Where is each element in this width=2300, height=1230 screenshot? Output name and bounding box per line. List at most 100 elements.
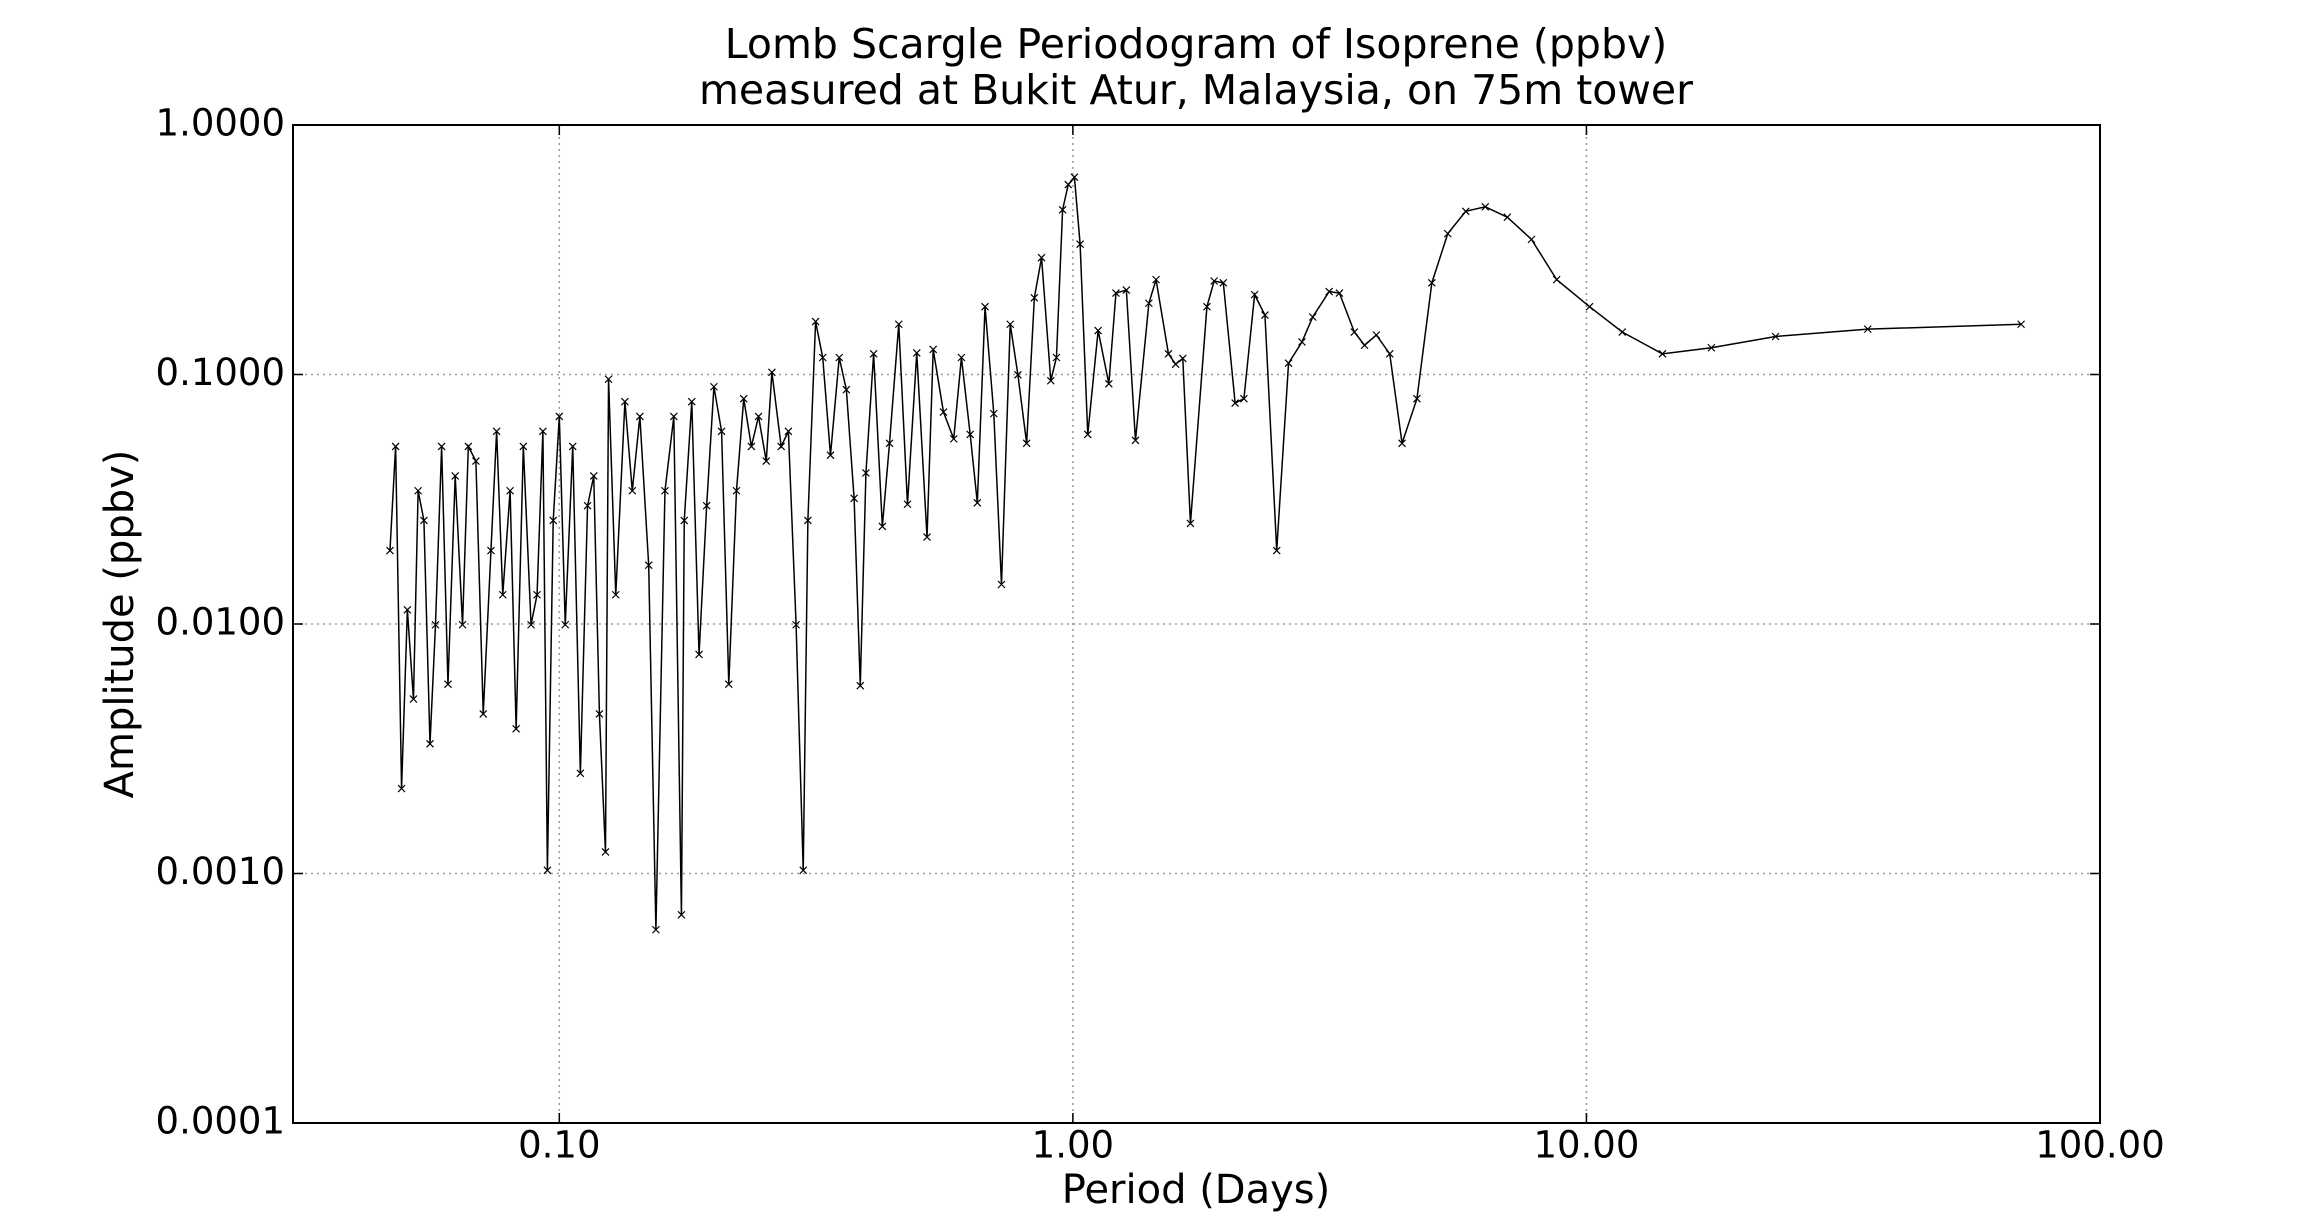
data-marker bbox=[850, 494, 859, 503]
data-marker bbox=[1058, 205, 1067, 214]
data-marker bbox=[1152, 275, 1160, 284]
data-marker bbox=[1481, 202, 1490, 211]
data-marker bbox=[414, 486, 423, 495]
data-marker bbox=[464, 442, 473, 451]
data-marker bbox=[1112, 289, 1120, 298]
data-marker bbox=[1239, 394, 1248, 403]
data-marker bbox=[949, 434, 958, 443]
data-marker bbox=[1350, 328, 1359, 336]
data-marker bbox=[826, 451, 835, 460]
data-marker bbox=[754, 412, 763, 421]
y-tick-label: 0.0100 bbox=[156, 601, 285, 644]
data-marker bbox=[803, 516, 812, 525]
data-marker bbox=[1094, 326, 1103, 335]
data-marker bbox=[543, 866, 552, 875]
data-marker bbox=[1219, 278, 1228, 287]
y-tick-label: 0.1000 bbox=[156, 351, 285, 394]
data-marker bbox=[604, 375, 613, 384]
data-marker bbox=[1585, 302, 1594, 311]
data-marker bbox=[595, 710, 604, 718]
data-marker bbox=[709, 382, 718, 391]
data-marker bbox=[1104, 379, 1113, 388]
data-marker bbox=[589, 472, 598, 480]
data-marker bbox=[957, 353, 966, 362]
x-tick-label: 1.00 bbox=[1032, 1124, 1114, 1167]
y-axis-label: Amplitude (ppbv) bbox=[97, 450, 143, 799]
data-marker bbox=[527, 620, 535, 629]
data-marker bbox=[549, 516, 558, 525]
data-marker bbox=[555, 412, 564, 421]
y-tick-label: 0.0001 bbox=[156, 1100, 285, 1143]
data-marker bbox=[1186, 519, 1195, 528]
data-marker bbox=[724, 680, 733, 689]
data-marker bbox=[1210, 277, 1219, 285]
data-marker bbox=[458, 620, 467, 629]
data-marker bbox=[1250, 290, 1259, 299]
data-marker bbox=[811, 317, 820, 326]
data-marker bbox=[835, 353, 844, 362]
data-marker bbox=[695, 650, 703, 659]
data-marker bbox=[576, 769, 585, 778]
data-marker bbox=[1171, 360, 1180, 369]
data-marker bbox=[878, 522, 887, 531]
data-marker bbox=[687, 397, 696, 406]
data-marker bbox=[561, 620, 570, 629]
data-marker bbox=[538, 427, 547, 436]
data-marker bbox=[799, 866, 808, 875]
y-tick-label: 0.0010 bbox=[156, 850, 285, 893]
data-marker bbox=[1863, 325, 1872, 334]
data-marker bbox=[767, 368, 776, 377]
data-marker bbox=[2017, 320, 2026, 329]
data-marker bbox=[403, 605, 412, 614]
data-marker bbox=[1325, 287, 1334, 296]
data-marker bbox=[479, 710, 488, 718]
data-marker bbox=[912, 349, 921, 357]
data-marker bbox=[519, 442, 528, 451]
data-marker bbox=[1298, 338, 1306, 346]
data-marker bbox=[1013, 370, 1022, 379]
data-marker bbox=[818, 353, 827, 362]
data-marker bbox=[1372, 331, 1381, 339]
data-marker bbox=[777, 442, 786, 451]
data-marker bbox=[1771, 332, 1780, 341]
data-marker bbox=[1658, 349, 1667, 358]
x-tick-label: 0.10 bbox=[518, 1124, 600, 1167]
data-marker bbox=[1398, 439, 1406, 448]
data-marker bbox=[1707, 343, 1716, 352]
data-marker bbox=[903, 500, 912, 509]
data-marker bbox=[487, 546, 495, 555]
x-axis-label: Period (Days) bbox=[1062, 1167, 1330, 1213]
data-marker bbox=[1037, 253, 1046, 262]
data-marker bbox=[1122, 286, 1131, 294]
data-marker bbox=[1083, 430, 1092, 439]
data-marker bbox=[1413, 394, 1421, 403]
data-marker bbox=[1052, 353, 1061, 362]
data-marker bbox=[471, 457, 480, 465]
data-marker bbox=[498, 590, 507, 599]
data-marker bbox=[929, 345, 938, 354]
chart-title: Lomb Scargle Periodogram of Isoprene (pp… bbox=[725, 20, 1667, 68]
data-marker bbox=[680, 516, 689, 525]
data-marker bbox=[869, 349, 878, 358]
data-marker bbox=[533, 590, 541, 599]
data-marker bbox=[391, 442, 400, 451]
data-marker bbox=[651, 925, 660, 934]
data-marker bbox=[966, 430, 975, 439]
data-marker bbox=[1178, 354, 1187, 363]
data-marker bbox=[1385, 349, 1394, 358]
data-marker bbox=[661, 486, 669, 495]
data-marker bbox=[856, 681, 865, 690]
data-marker bbox=[842, 385, 851, 394]
data-marker bbox=[732, 486, 741, 495]
data-marker bbox=[1503, 213, 1512, 222]
data-marker bbox=[409, 695, 418, 704]
data-marker bbox=[1552, 275, 1561, 284]
data-marker bbox=[437, 442, 446, 451]
data-marker bbox=[628, 486, 637, 495]
data-marker bbox=[1131, 436, 1140, 445]
data-marker bbox=[784, 427, 793, 436]
data-marker bbox=[1064, 180, 1073, 189]
chart-subtitle: measured at Bukit Atur, Malaysia, on 75m… bbox=[699, 66, 1693, 114]
